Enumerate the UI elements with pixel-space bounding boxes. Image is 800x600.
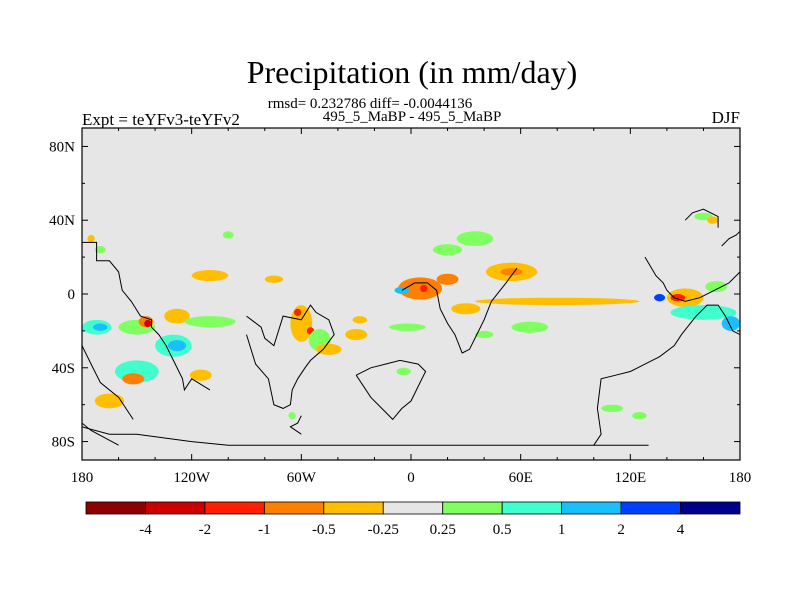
- anomaly-region-27: [451, 303, 481, 315]
- colorbar-label-3: -0.5: [312, 522, 336, 538]
- colorbar-box-1: [145, 501, 206, 515]
- anomaly-region-22: [389, 323, 426, 331]
- colorbar-label-8: 2: [617, 522, 625, 538]
- anomaly-region-19: [315, 343, 342, 355]
- coastline-9: [82, 426, 649, 446]
- anomaly-region-28: [432, 244, 463, 256]
- anomaly-region-38: [654, 294, 666, 302]
- anomaly-region-47: [222, 231, 234, 239]
- anomaly-layer: [82, 212, 740, 420]
- anomaly-region-14: [264, 275, 284, 283]
- colorbar-label-4: -0.25: [368, 522, 399, 538]
- anomaly-region-49: [87, 234, 95, 243]
- colorbar-label-9: 4: [677, 522, 685, 538]
- y-tick-label-2: 0: [68, 287, 76, 303]
- colorbar-box-4: [323, 501, 384, 515]
- coastline-7: [684, 208, 719, 228]
- coastline-11: [289, 415, 302, 435]
- y-tick-label-0: 80N: [49, 139, 75, 155]
- y-axis: 80N 40N 0 40S 80S: [49, 139, 740, 451]
- x-tick-label-1: 120W: [173, 470, 211, 486]
- anomaly-region-39: [670, 305, 737, 320]
- colorbar-box-0: [85, 501, 146, 515]
- x-axis: 180 120W 60W 0 60E 120E 180: [71, 128, 752, 486]
- x-tick-label-5: 120E: [614, 470, 646, 486]
- colorbar-box-6: [442, 501, 503, 515]
- coastline-1: [82, 345, 134, 420]
- chart-title: Precipitation (in mm/day): [247, 54, 578, 90]
- anomaly-region-24: [420, 284, 428, 293]
- anomaly-region-9: [94, 393, 125, 409]
- coastline-6: [644, 256, 740, 302]
- subtitle: 495_5_MaBP - 495_5_MaBP: [323, 109, 502, 125]
- anomaly-region-34: [474, 330, 494, 339]
- anomaly-region-45: [632, 412, 647, 420]
- anomaly-region-16: [294, 308, 302, 317]
- season-label: DJF: [712, 108, 740, 127]
- colorbar-box-9: [620, 501, 681, 515]
- anomaly-region-21: [352, 316, 368, 324]
- anomaly-region-10: [189, 369, 212, 381]
- anomaly-region-26: [436, 273, 459, 285]
- anomaly-region-48: [94, 246, 106, 254]
- coastline-2: [246, 304, 335, 409]
- coastline-8: [721, 230, 740, 247]
- anomaly-region-46: [288, 412, 296, 420]
- colorbar-box-10: [680, 501, 741, 515]
- coastline-3: [401, 267, 518, 354]
- colorbar-box-2: [204, 501, 265, 515]
- colorbar-label-1: -2: [199, 522, 212, 538]
- anomaly-region-29: [456, 231, 494, 247]
- anomaly-region-1: [92, 323, 108, 331]
- colorbar: -4 -2 -1 -0.5 -0.25 0.25 0.5 1 2 4: [85, 501, 741, 538]
- colorbar-label-2: -1: [258, 522, 271, 538]
- coastline-10: [82, 422, 119, 446]
- anomaly-region-12: [184, 316, 236, 328]
- anomaly-region-15: [290, 305, 313, 342]
- anomaly-region-36: [666, 288, 704, 307]
- x-tick-label-4: 60E: [509, 470, 533, 486]
- x-tick-label-6: 180: [729, 470, 752, 486]
- anomaly-region-4: [144, 319, 152, 328]
- colorbar-box-7: [501, 501, 563, 515]
- x-tick-label-2: 60W: [287, 470, 317, 486]
- colorbar-box-3: [263, 501, 325, 515]
- anomaly-region-43: [707, 216, 719, 224]
- anomaly-region-40: [721, 316, 740, 331]
- anomaly-region-8: [122, 373, 145, 385]
- x-tick-label-0: 180: [71, 470, 94, 486]
- coastline-5: [593, 304, 740, 446]
- anomaly-region-6: [167, 340, 187, 352]
- colorbar-label-5: 0.25: [430, 522, 456, 538]
- y-tick-label-4: 80S: [52, 435, 75, 451]
- anomaly-region-44: [601, 404, 624, 413]
- anomaly-region-31: [500, 268, 523, 276]
- x-tick-label-3: 0: [407, 470, 415, 486]
- y-tick-label-3: 40S: [52, 361, 75, 377]
- experiment-label: Expt = teYFv3-teYFv2: [82, 110, 240, 129]
- anomaly-region-32: [474, 297, 640, 306]
- anomaly-region-11: [164, 308, 190, 324]
- stats-line: rmsd= 0.232786 diff= -0.0044136: [268, 96, 473, 112]
- colorbar-label-0: -4: [139, 522, 152, 538]
- colorbar-box-5: [382, 501, 444, 515]
- anomaly-region-20: [345, 329, 368, 341]
- coastline-4: [355, 359, 427, 421]
- y-tick-label-1: 40N: [49, 213, 75, 229]
- colorbar-box-8: [561, 501, 622, 515]
- anomaly-region-33: [511, 321, 549, 333]
- colorbar-label-7: 1: [558, 522, 566, 538]
- anomaly-region-41: [705, 281, 728, 293]
- anomaly-region-37: [670, 294, 686, 302]
- anomaly-region-13: [191, 270, 229, 282]
- coastline-0: [82, 241, 211, 392]
- coastline-layer: [82, 208, 740, 446]
- colorbar-label-6: 0.5: [493, 522, 512, 538]
- anomaly-region-35: [396, 367, 412, 376]
